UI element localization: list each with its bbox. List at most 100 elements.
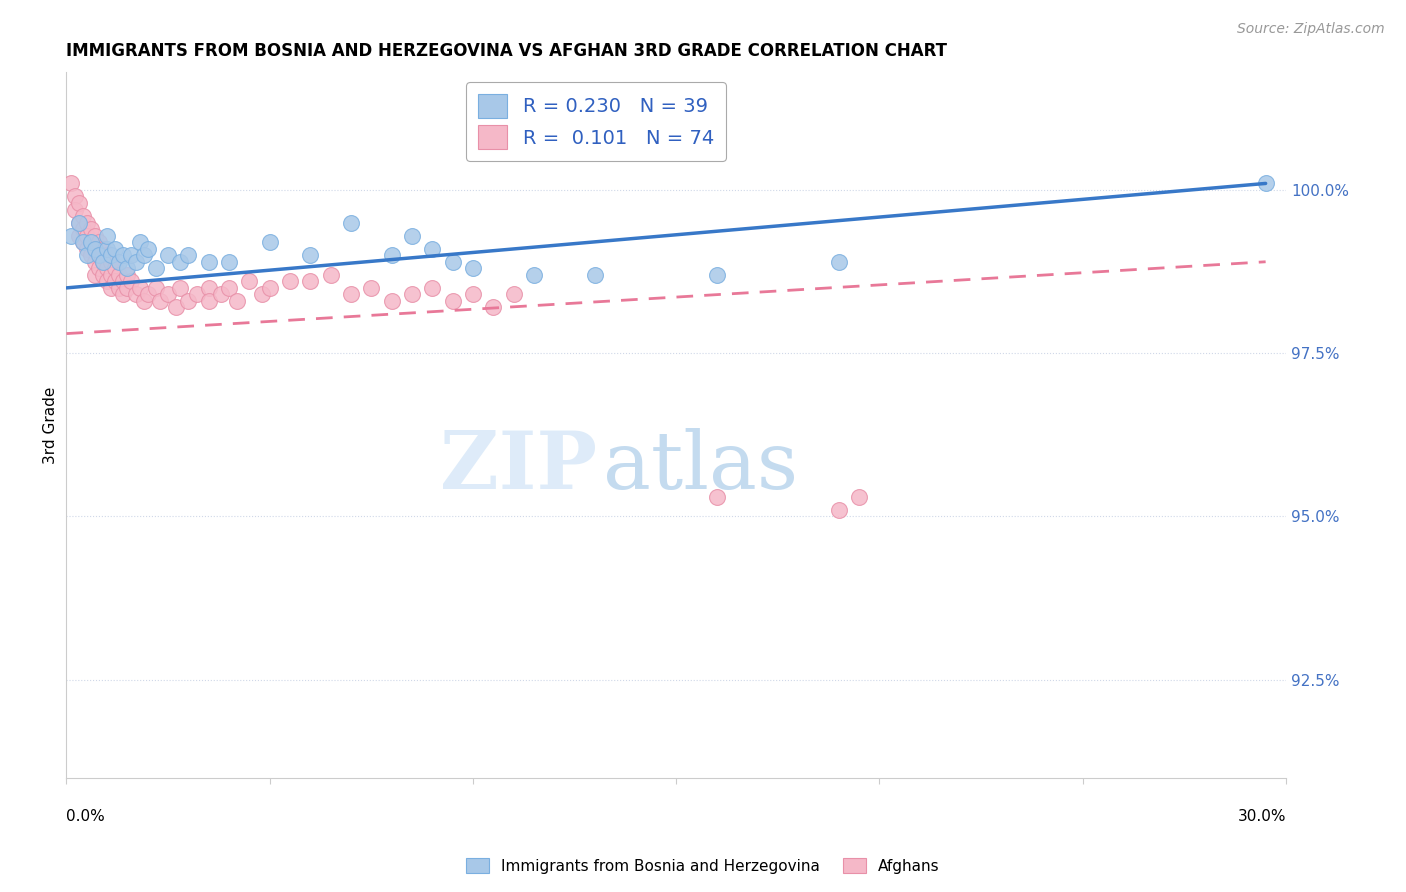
Point [186,287,208,301]
Point [63,202,86,217]
Point [76,248,98,262]
Point [87,235,110,250]
Point [502,287,524,301]
Point [108,254,131,268]
Point [1254,177,1277,191]
Point [124,254,146,268]
Point [80,235,103,250]
Point [72,235,94,250]
Point [583,268,606,282]
Legend: Immigrants from Bosnia and Herzegovina, Afghans: Immigrants from Bosnia and Herzegovina, … [460,852,946,880]
Point [121,248,143,262]
Point [401,228,423,243]
Point [136,242,159,256]
Point [87,248,110,262]
Point [128,235,150,250]
Point [828,254,851,268]
Point [157,287,180,301]
Point [117,268,139,282]
Point [96,242,118,256]
Point [91,242,114,256]
Point [136,287,159,301]
Point [360,281,382,295]
Point [177,248,200,262]
Text: 30.0%: 30.0% [1237,809,1286,824]
Point [104,261,127,276]
Point [340,287,363,301]
Point [112,274,135,288]
Point [218,254,240,268]
Point [84,254,107,268]
Point [72,209,94,223]
Point [706,490,728,504]
Point [87,261,110,276]
Point [299,274,322,288]
Point [218,281,240,295]
Point [67,196,90,211]
Point [197,281,219,295]
Point [128,281,150,295]
Point [108,268,131,282]
Text: Source: ZipAtlas.com: Source: ZipAtlas.com [1237,22,1385,37]
Point [340,216,363,230]
Point [72,235,94,250]
Point [96,228,118,243]
Point [238,274,260,288]
Point [420,281,443,295]
Point [124,287,146,301]
Point [132,293,155,308]
Point [84,268,107,282]
Point [67,216,90,230]
Point [461,287,484,301]
Point [108,281,131,295]
Point [59,228,82,243]
Point [132,248,155,262]
Point [706,268,728,282]
Point [197,254,219,268]
Point [59,177,82,191]
Point [117,261,139,276]
Point [91,254,114,268]
Point [63,189,86,203]
Point [100,281,122,295]
Point [299,248,322,262]
Point [259,235,281,250]
Point [67,228,90,243]
Point [401,287,423,301]
Text: atlas: atlas [603,428,799,507]
Point [76,242,98,256]
Point [100,268,122,282]
Y-axis label: 3rd Grade: 3rd Grade [44,386,58,464]
Point [381,248,404,262]
Point [84,228,107,243]
Point [482,301,505,315]
Point [112,248,135,262]
Point [96,261,118,276]
Point [848,490,870,504]
Point [76,228,98,243]
Point [112,287,135,301]
Point [91,254,114,268]
Point [80,248,103,262]
Point [72,222,94,236]
Point [828,503,851,517]
Legend: R = 0.230   N = 39, R =  0.101   N = 74: R = 0.230 N = 39, R = 0.101 N = 74 [467,82,725,161]
Point [278,274,301,288]
Point [209,287,232,301]
Point [91,268,114,282]
Text: IMMIGRANTS FROM BOSNIA AND HERZEGOVINA VS AFGHAN 3RD GRADE CORRELATION CHART: IMMIGRANTS FROM BOSNIA AND HERZEGOVINA V… [66,42,948,60]
Point [381,293,404,308]
Point [169,281,191,295]
Point [420,242,443,256]
Point [117,281,139,295]
Point [76,216,98,230]
Point [104,242,127,256]
Point [149,293,172,308]
Point [100,248,122,262]
Point [441,293,464,308]
Point [67,216,90,230]
Point [84,242,107,256]
Point [441,254,464,268]
Point [87,248,110,262]
Point [259,281,281,295]
